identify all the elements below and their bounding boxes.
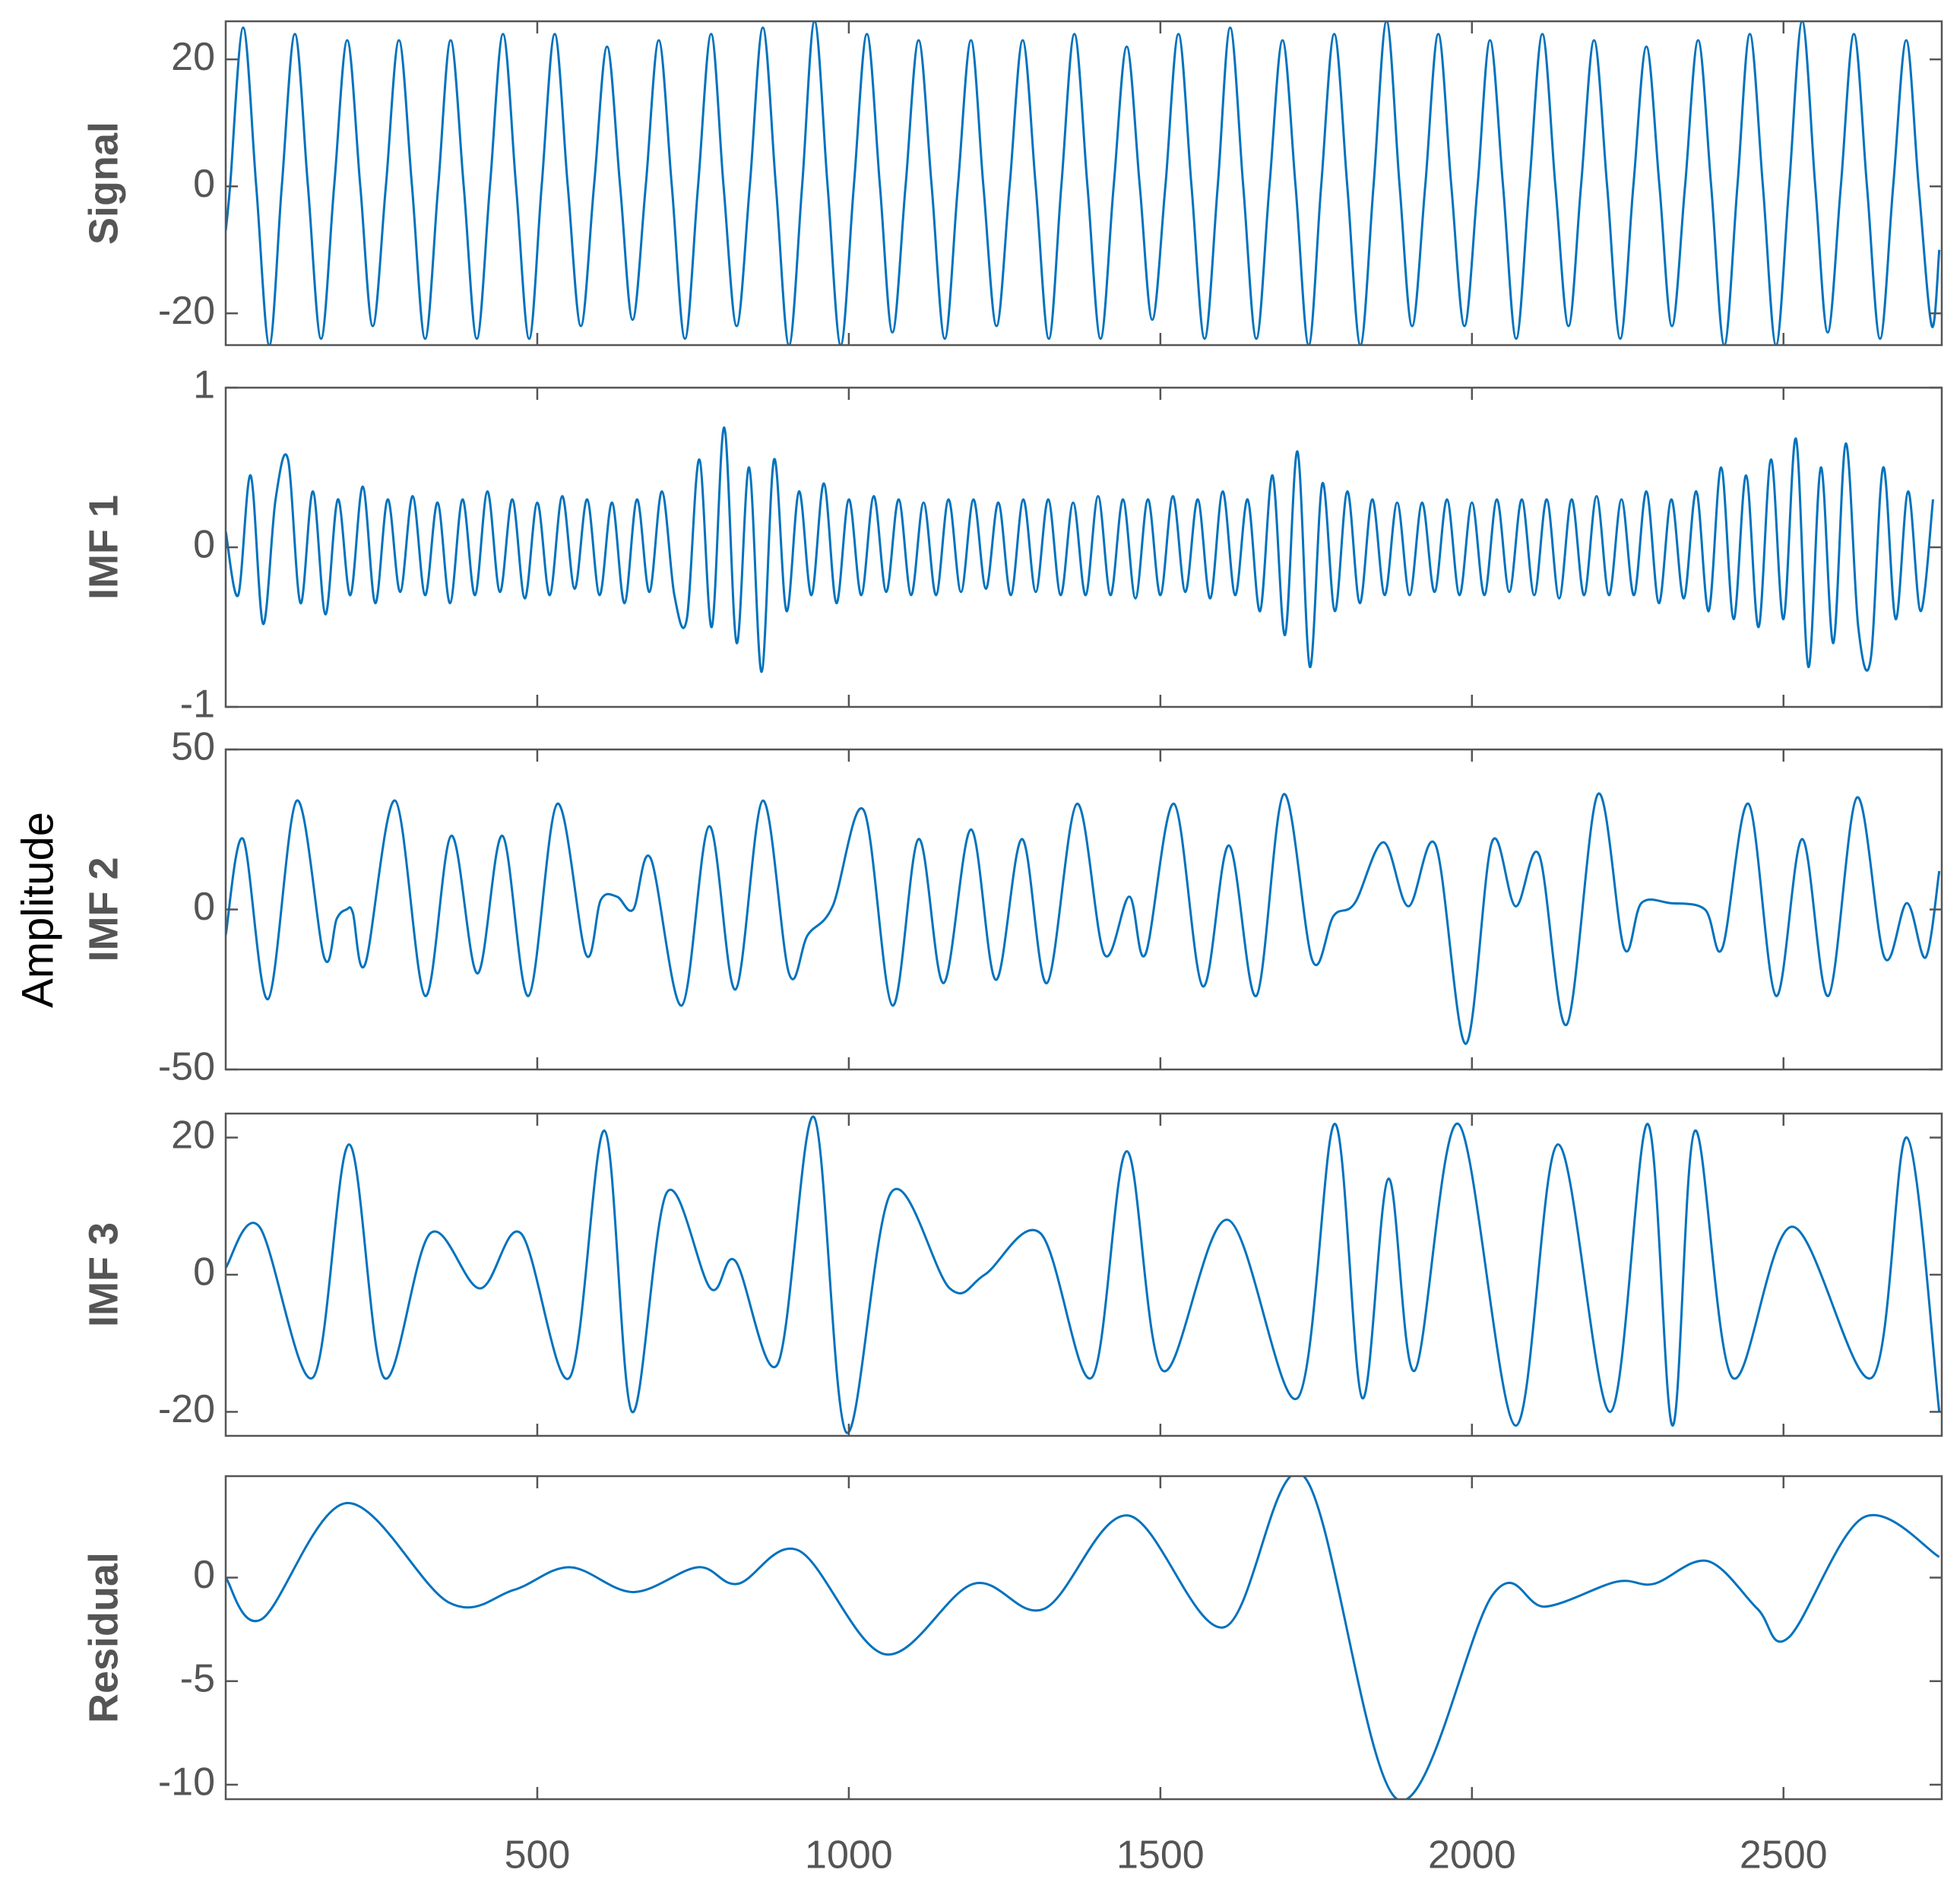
y-tick-label: -20 [158,1387,215,1431]
data-line [226,1476,1940,1799]
y-tick-label: 1 [193,363,215,407]
axes-frame [224,20,1943,347]
y-tick-label: 0 [193,1250,215,1294]
y-tick-label: 0 [193,523,215,567]
axes-frame [224,386,1943,708]
y-tick-label: -1 [180,683,215,727]
x-tick-label: 500 [505,1833,571,1877]
plot-area [226,792,1941,1045]
y-axis-label: Signal [81,122,126,245]
y-tick-label: 0 [193,885,215,929]
y-axis-label: IMF 1 [81,495,126,600]
x-tick-label: 2000 [1428,1833,1516,1877]
y-axis-label: IMF 2 [81,857,126,962]
data-line [226,21,1941,345]
y-tick-label: 20 [171,35,215,79]
y-tick-label: 50 [171,725,215,769]
plot-area [226,426,1935,673]
y-tick-label: -20 [158,289,215,333]
y-tick-label: 0 [193,1553,215,1597]
plot-area [226,21,1941,345]
y-axis-label: IMF 3 [81,1222,126,1327]
plot-area [226,1476,1940,1799]
y-tick-label: -10 [158,1760,215,1805]
data-line [226,792,1941,1045]
x-tick-label: 2500 [1740,1833,1828,1877]
y-tick-label: 0 [193,162,215,206]
y-tick-label: 20 [171,1113,215,1157]
plot-area [226,1115,1941,1434]
axes-frame [224,1475,1943,1801]
y-tick-label: -5 [180,1656,215,1700]
axes-frame [224,748,1943,1071]
x-tick-label: 1000 [805,1833,893,1877]
shared-y-label: Amplitude [13,812,62,1008]
data-line [226,1115,1941,1434]
y-tick-label: -50 [158,1045,215,1089]
data-line [226,426,1935,673]
y-axis-label: Residual [81,1552,126,1723]
x-tick-label: 1500 [1116,1833,1205,1877]
